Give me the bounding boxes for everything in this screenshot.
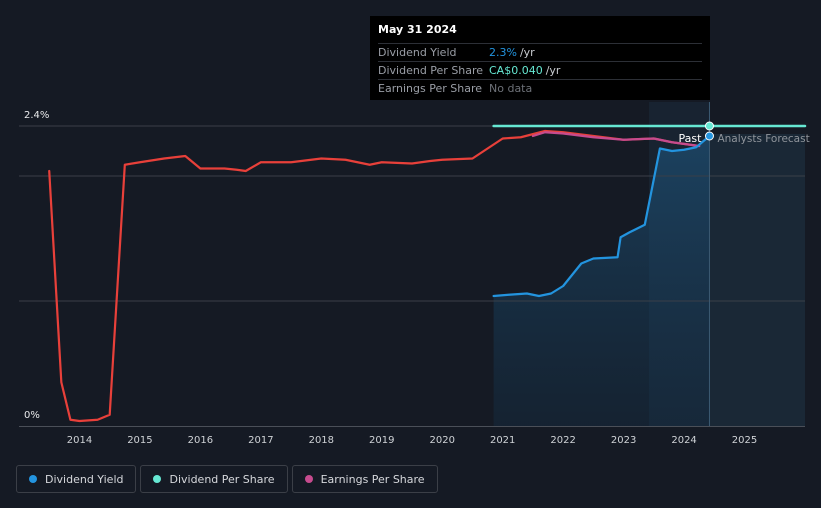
tooltip-label: Earnings Per Share xyxy=(378,82,483,95)
legend-dot-icon xyxy=(304,475,313,483)
x-tick-label: 2018 xyxy=(309,435,334,446)
tooltip-value: CA$0.040 xyxy=(489,64,543,77)
shaded-areas xyxy=(493,102,805,426)
forecast-label: Analysts Forecast xyxy=(717,133,809,145)
tooltip-value: 2.3% xyxy=(489,46,517,59)
x-tick-label: 2016 xyxy=(188,435,213,446)
dividend-yield-line xyxy=(492,134,711,298)
tooltip-row-earnings-per-share: Earnings Per Share No data xyxy=(378,79,702,97)
x-tick-label: 2020 xyxy=(430,435,455,446)
y-tick-label: 2.4% xyxy=(24,110,49,121)
legend-dot-icon xyxy=(29,475,37,483)
past-label: Past xyxy=(679,132,703,145)
y-tick-label: 0% xyxy=(24,410,40,421)
legend-label: Dividend Per Share xyxy=(169,472,275,486)
x-tick-label: 2022 xyxy=(550,435,575,446)
tooltip-unit: /yr xyxy=(545,64,561,77)
legend-dot-icon xyxy=(153,475,162,483)
legend: Dividend Yield Dividend Per Share Earnin… xyxy=(16,465,438,493)
tooltip-unit: /yr xyxy=(519,46,535,59)
legend-label: Earnings Per Share xyxy=(320,472,425,486)
legend-item-earnings-per-share[interactable]: Earnings Per Share xyxy=(291,465,438,493)
tooltip-label: Dividend Yield xyxy=(378,46,457,59)
tooltip-label: Dividend Per Share xyxy=(378,64,484,77)
tooltip-row-dividend-per-share: Dividend Per Share CA$0.040 /yr xyxy=(378,61,702,79)
gridlines xyxy=(19,102,805,427)
tooltip-date: May 31 2024 xyxy=(378,23,457,36)
tooltip: May 31 2024 Dividend Yield 2.3% /yr Divi… xyxy=(370,16,710,100)
price-line xyxy=(48,129,701,423)
tooltip-row-dividend-yield: Dividend Yield 2.3% /yr xyxy=(378,43,702,61)
future-shade-band xyxy=(709,134,805,426)
x-tick-label: 2014 xyxy=(67,435,92,446)
x-tick-label: 2025 xyxy=(732,435,757,446)
dividend-yield-area xyxy=(493,136,710,426)
x-tick-label: 2024 xyxy=(671,435,696,446)
dividend-per-share-marker xyxy=(704,121,714,131)
markers xyxy=(704,121,714,141)
x-tick-label: 2023 xyxy=(611,435,636,446)
legend-label: Dividend Yield xyxy=(45,472,124,486)
x-tick-label: 2017 xyxy=(248,435,273,446)
x-tick-label: 2015 xyxy=(127,435,152,446)
legend-item-dividend-yield[interactable]: Dividend Yield xyxy=(16,465,137,493)
axis-labels: 2.4% 0% 2014 2015 2016 2017 2018 2019 2020 2021 20… xyxy=(24,110,810,446)
x-tick-label: 2019 xyxy=(369,435,394,446)
x-tick-label: 2021 xyxy=(490,435,515,446)
legend-item-dividend-per-share[interactable]: Dividend Per Share xyxy=(140,465,288,493)
earnings-per-share-line xyxy=(531,131,701,148)
tooltip-value: No data xyxy=(489,82,533,95)
dividend-yield-marker xyxy=(704,131,714,141)
